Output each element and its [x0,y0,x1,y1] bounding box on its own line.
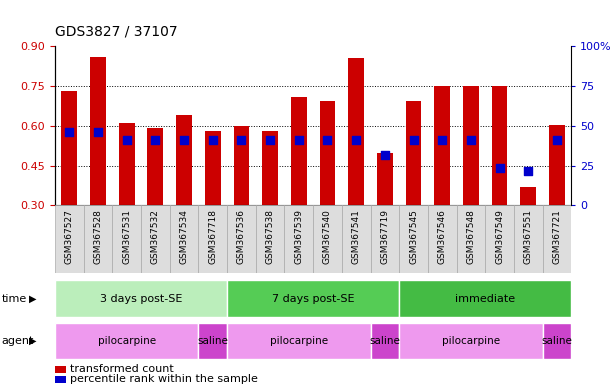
Bar [399,323,543,359]
Text: transformed count: transformed count [70,364,174,374]
Bar [176,114,192,205]
Point [380,152,390,158]
Text: GSM367548: GSM367548 [466,209,475,264]
Point [208,137,218,144]
Bar [434,86,450,205]
Bar [348,58,364,205]
Text: GSM367540: GSM367540 [323,209,332,264]
Text: GSM367532: GSM367532 [151,209,160,264]
Bar [463,86,479,205]
Bar [320,101,335,205]
Text: ▶: ▶ [29,336,37,346]
Bar [543,205,571,273]
Bar [399,205,428,273]
Text: 7 days post-SE: 7 days post-SE [272,293,354,304]
Point [466,136,476,142]
Bar [84,205,112,273]
Text: GSM367541: GSM367541 [352,209,360,264]
Text: GSM367545: GSM367545 [409,209,418,264]
Text: saline: saline [197,336,228,346]
Bar [227,280,399,317]
Bar [55,323,199,359]
Bar [119,122,134,205]
Bar [227,205,256,273]
Bar [399,280,571,317]
Text: GSM367546: GSM367546 [437,209,447,264]
Bar [62,91,77,205]
Bar [112,205,141,273]
Bar [492,86,508,205]
Bar [90,57,106,205]
Text: pilocarpine: pilocarpine [98,336,156,346]
Bar [227,323,370,359]
Text: GSM367528: GSM367528 [93,209,103,264]
Bar [256,205,285,273]
Point [524,168,533,174]
Bar [514,205,543,273]
Text: GSM367538: GSM367538 [266,209,274,264]
Point [179,136,189,142]
Bar [233,126,249,205]
Bar [55,280,227,317]
Bar [205,131,221,205]
Text: GSM367534: GSM367534 [180,209,189,264]
Text: GSM367549: GSM367549 [495,209,504,264]
Bar [55,205,84,273]
Point [294,136,304,142]
Point [150,137,160,144]
Text: GSM367527: GSM367527 [65,209,74,264]
Text: agent: agent [2,336,34,346]
Bar [377,153,393,205]
Text: GDS3827 / 37107: GDS3827 / 37107 [55,25,178,38]
Bar [141,205,170,273]
Bar [456,205,485,273]
Point [265,136,275,142]
Bar [291,96,307,205]
Point [122,137,131,144]
Point [351,136,361,142]
Bar [147,128,163,205]
Bar [199,205,227,273]
Text: immediate: immediate [455,293,515,304]
Bar [370,323,399,359]
Bar [285,205,313,273]
Bar [485,205,514,273]
Text: GSM367551: GSM367551 [524,209,533,264]
Point [409,136,419,142]
Text: GSM367539: GSM367539 [295,209,303,264]
Point [93,129,103,135]
Bar [543,323,571,359]
Text: GSM367536: GSM367536 [237,209,246,264]
Bar [313,205,342,273]
Bar [199,323,227,359]
Point [437,136,447,142]
Bar [342,205,370,273]
Point [236,136,246,142]
Point [323,136,332,142]
Bar [428,205,456,273]
Point [495,165,505,171]
Text: GSM367718: GSM367718 [208,209,218,264]
Text: 3 days post-SE: 3 days post-SE [100,293,182,304]
Bar [521,187,536,205]
Text: pilocarpine: pilocarpine [442,336,500,346]
Text: saline: saline [541,336,573,346]
Text: time: time [2,293,27,304]
Text: GSM367719: GSM367719 [380,209,389,264]
Bar [262,131,278,205]
Text: GSM367531: GSM367531 [122,209,131,264]
Point [552,136,562,142]
Bar [549,125,565,205]
Bar [370,205,399,273]
Text: GSM367721: GSM367721 [552,209,562,264]
Text: pilocarpine: pilocarpine [269,336,328,346]
Text: saline: saline [370,336,400,346]
Text: ▶: ▶ [29,293,37,304]
Bar [170,205,199,273]
Point [64,129,74,135]
Bar [406,101,422,205]
Text: percentile rank within the sample: percentile rank within the sample [70,374,258,384]
